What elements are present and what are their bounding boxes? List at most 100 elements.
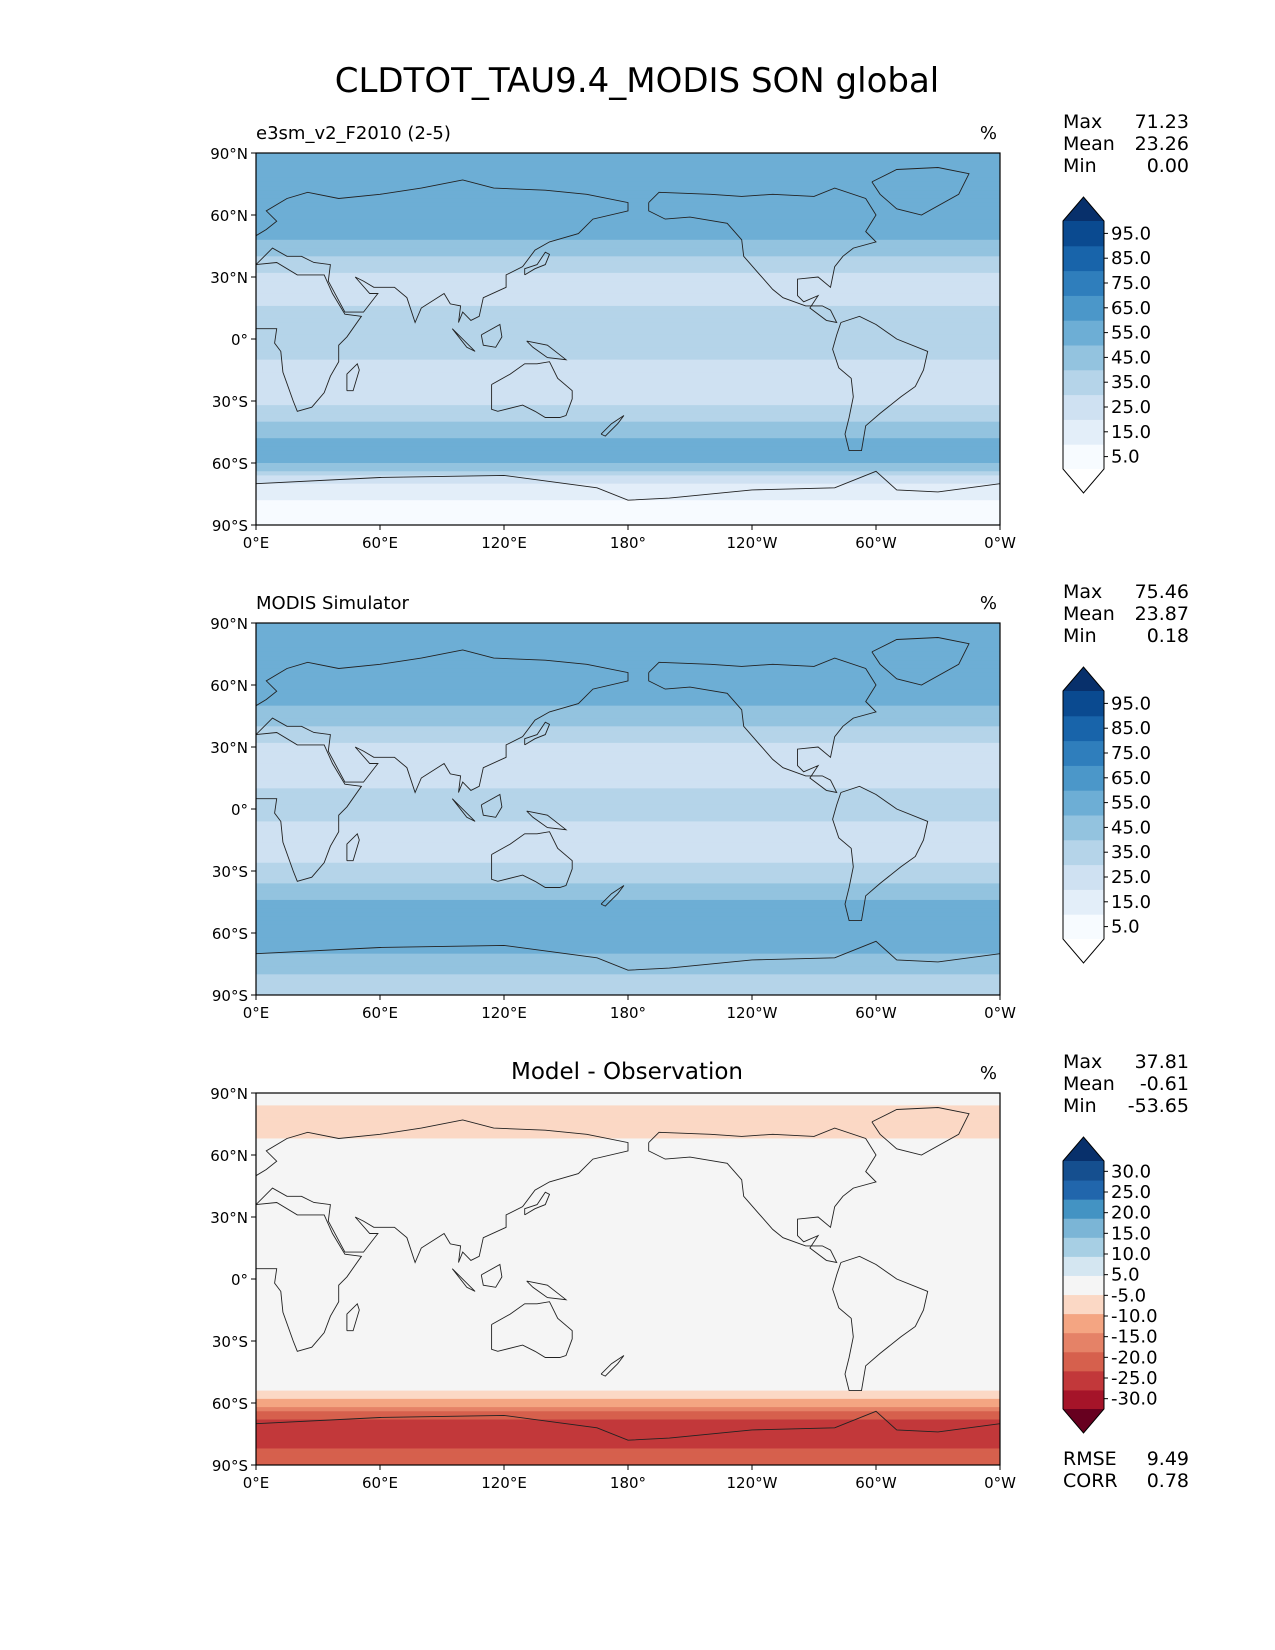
coastline [451,328,476,352]
zonal-band [256,742,1000,748]
zonal-band [256,1353,1000,1359]
y-tick-label: 0° [231,1271,248,1289]
zonal-band [256,1460,1000,1465]
zonal-band [256,1349,1000,1354]
zonal-band [256,825,1000,831]
zonal-band [256,429,1000,435]
colorbar-segment [1063,1332,1104,1353]
coastlines [256,167,1000,525]
colorbar-segment [1063,815,1104,841]
coastline [524,721,551,746]
zonal-band [256,1250,1000,1255]
y-tick-label: 90°N [210,615,248,633]
coastline [491,1301,573,1358]
zonal-band [256,1117,1000,1123]
zonal-band [256,1436,1000,1441]
zonal-band [256,153,1000,158]
colorbar-tick-label: 95.0 [1111,693,1151,714]
zonal-band [256,334,1000,340]
zonal-band [256,1155,1000,1160]
zonal-band [256,231,1000,237]
zonal-band [256,380,1000,386]
stat-label: Min [1063,155,1097,177]
colorbar-segment [1063,345,1104,371]
colorbar-outline [1062,666,1105,964]
zonal-band [256,227,1000,233]
colorbar-tick-label: 25.0 [1111,1182,1151,1203]
zonal-band [256,1419,1000,1425]
colorbar-segment [1063,295,1104,321]
zonal-band [256,376,1000,381]
zonal-band [256,1179,1000,1185]
test-panel-title: e3sm_v2_F2010 (2-5) [256,123,451,144]
colorbar-segment [1063,1180,1104,1200]
zonal-band [256,367,1000,373]
zonal-band [256,1130,1000,1135]
zonal-band [256,784,1000,789]
zonal-band [256,1270,1000,1276]
colorbar-tick-label: -10.0 [1111,1306,1158,1327]
zonal-band [256,500,1000,505]
colorbar-segment [1063,914,1104,940]
zonal-band [256,1403,1000,1408]
coastline [600,415,625,437]
zonal-band [256,1345,1000,1350]
zonal-band [256,198,1000,204]
zonal-band [256,210,1000,216]
zonal-band [256,392,1000,398]
zonal-band [256,326,1000,332]
zonal-band [256,1336,1000,1342]
zonal-band [256,388,1000,394]
zonal-band [256,446,1000,452]
zonal-band [256,173,1000,179]
zonal-band [256,875,1000,880]
zonal-band [256,1093,1000,1098]
zonal-band [256,512,1000,518]
zonal-band [256,668,1000,674]
coastline [256,1202,363,1352]
colorbar-outline [1062,196,1105,494]
zonal-band [256,322,1000,328]
coastline [648,187,877,324]
zonal-band [256,1163,1000,1168]
colorbar-segment [1063,765,1104,791]
colorbar-segment [1063,1256,1104,1276]
zonal-band [256,318,1000,324]
x-tick-label: 60°W [855,534,897,552]
zonal-band [256,1328,1000,1334]
stat-label: Mean [1063,1073,1115,1095]
colorbar-tick-label: 30.0 [1111,1161,1151,1182]
stat-value: 75.46 [1135,581,1189,603]
zonal-band [256,718,1000,723]
zonal-band [256,775,1000,781]
zonal-band [256,1365,1000,1371]
zonal-band [256,413,1000,419]
x-tick-label: 0°W [984,1004,1016,1022]
zonal-band [256,1295,1000,1301]
zonal-band [256,1423,1000,1429]
x-tick-label: 60°W [855,1004,897,1022]
zonal-band [256,467,1000,472]
zonal-band [256,916,1000,922]
zonal-band [256,1374,1000,1379]
colorbar-tick-label: 85.0 [1111,248,1151,269]
colorbar-tick-label: 75.0 [1111,273,1151,294]
zonal-band [256,767,1000,773]
zonal-band [256,1113,1000,1119]
test-axes: 90°N 60°N 30°N 0° 30°S 60°S 90°S0°E 60°E 120°E 18… [210,145,1016,552]
zonal-band [256,1101,1000,1106]
colorbar-segment [1063,1199,1104,1219]
zonal-band [256,351,1000,357]
zonal-band [256,1262,1000,1268]
colorbar-tick-label: -15.0 [1111,1327,1158,1348]
zonal-band [256,850,1000,856]
colorbar-tick-label: -5.0 [1111,1285,1146,1306]
reference-units: % [980,593,997,614]
stat-value: 0.18 [1147,625,1189,647]
colorbar-segment [1063,691,1104,717]
coastline [871,1107,970,1156]
x-tick-label: 120°E [481,1004,527,1022]
y-tick-label: 90°S [212,1457,248,1475]
